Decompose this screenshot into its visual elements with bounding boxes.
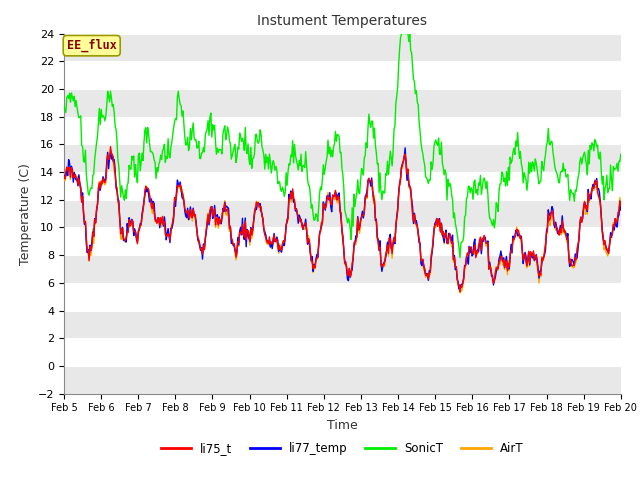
- Bar: [64, 255, 621, 283]
- Y-axis label: Temperature (C): Temperature (C): [19, 163, 32, 264]
- Bar: [64, 34, 621, 61]
- Bar: [64, 311, 621, 338]
- Bar: [64, 366, 621, 394]
- Text: EE_flux: EE_flux: [67, 39, 116, 52]
- Bar: [64, 144, 621, 172]
- Bar: [64, 89, 621, 117]
- X-axis label: Time: Time: [327, 419, 358, 432]
- Legend: li75_t, li77_temp, SonicT, AirT: li75_t, li77_temp, SonicT, AirT: [156, 437, 529, 460]
- Bar: [64, 200, 621, 228]
- Title: Instument Temperatures: Instument Temperatures: [257, 14, 428, 28]
